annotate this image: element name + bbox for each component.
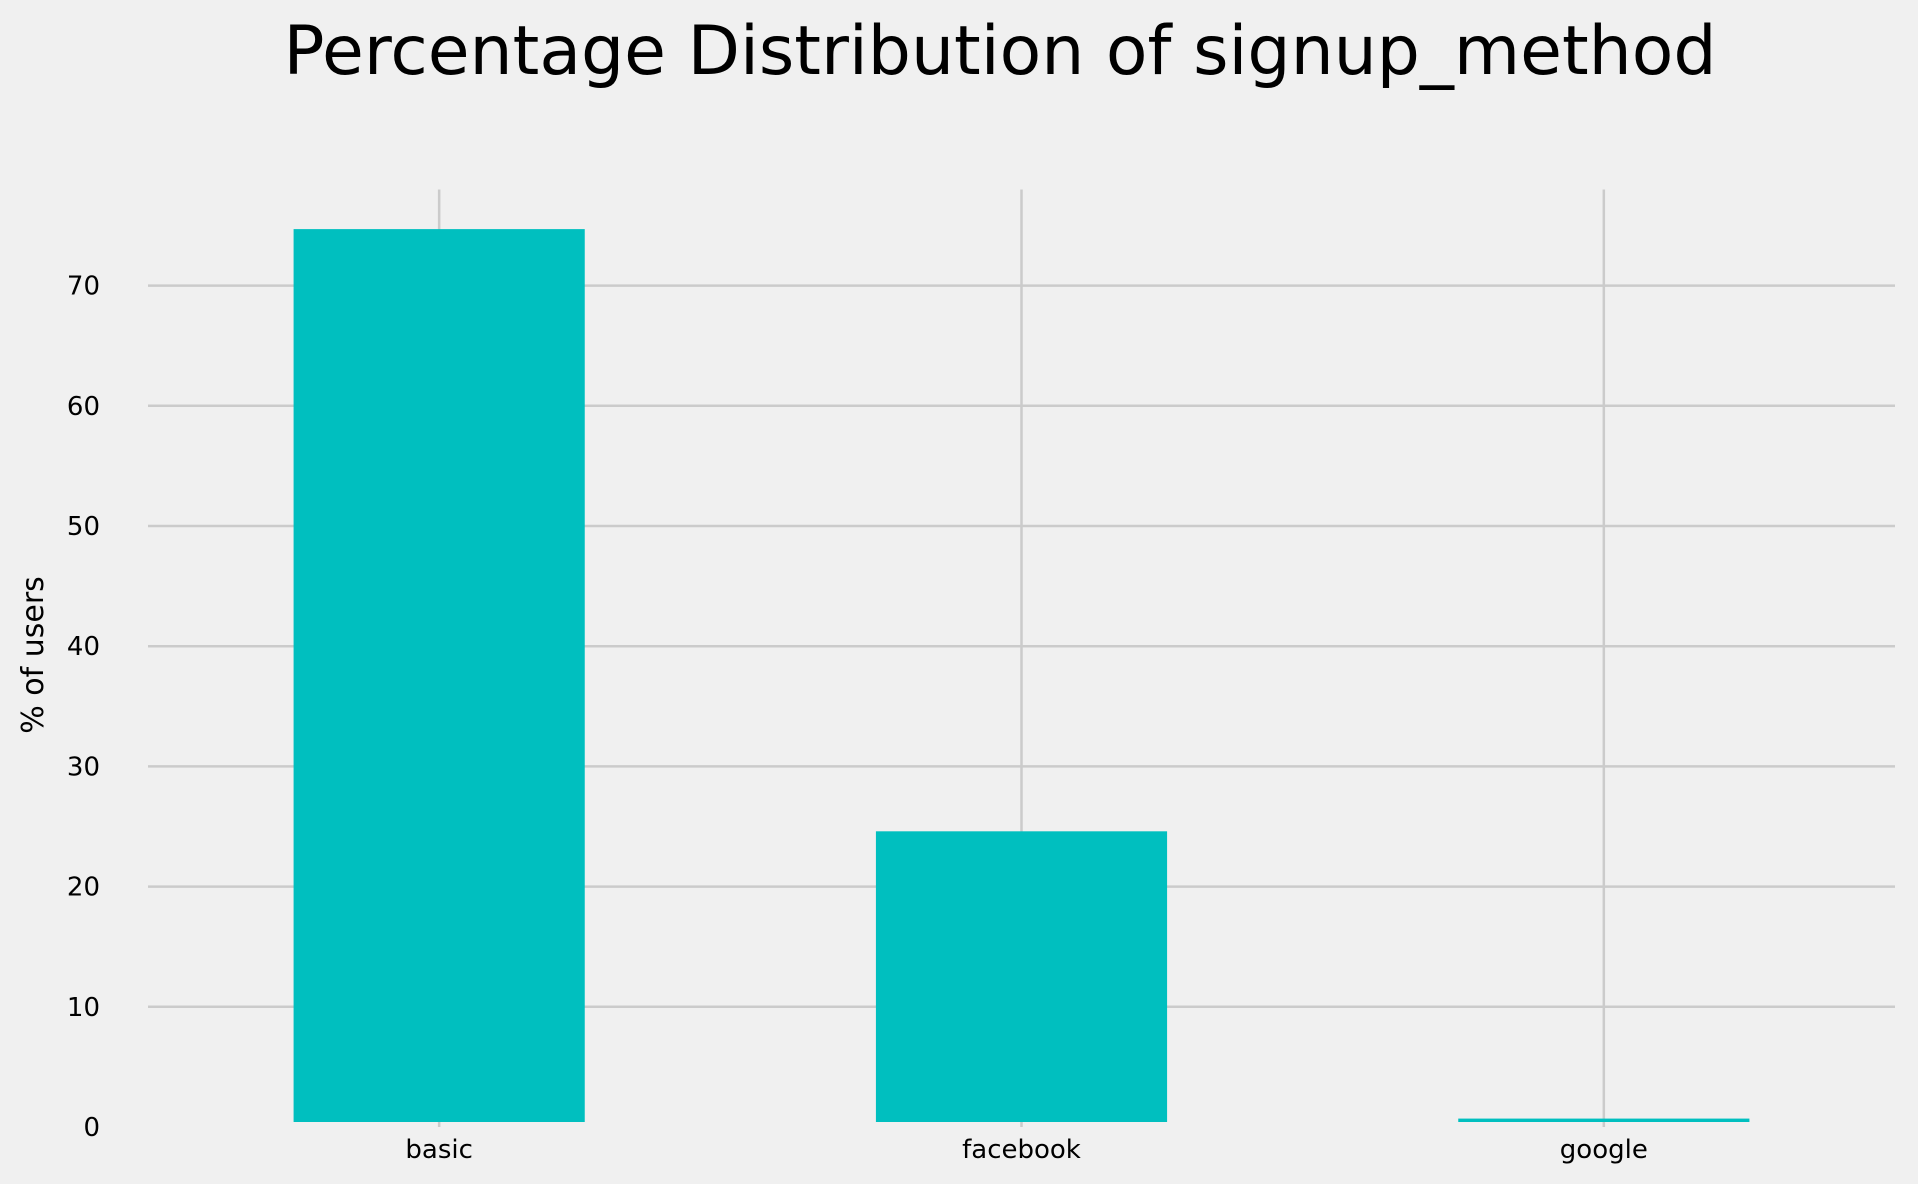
chart-title: Percentage Distribution of signup_method bbox=[283, 12, 1716, 91]
y-tick-label: 0 bbox=[83, 1113, 100, 1143]
bar-facebook bbox=[875, 831, 1168, 1122]
y-tick-label: 60 bbox=[67, 392, 100, 422]
x-tick-labels: basic facebook google bbox=[405, 1135, 1647, 1165]
y-tick-label: 70 bbox=[67, 272, 100, 302]
y-axis-label: % of users bbox=[16, 576, 51, 734]
x-tick-label: basic bbox=[405, 1135, 473, 1165]
y-tick-label: 40 bbox=[67, 632, 100, 662]
bar-google bbox=[1458, 1118, 1750, 1122]
bars bbox=[293, 229, 1750, 1122]
bar-basic bbox=[293, 229, 585, 1122]
y-tick-label: 50 bbox=[67, 512, 100, 542]
x-tick-label: facebook bbox=[962, 1135, 1081, 1165]
y-tick-label: 20 bbox=[67, 873, 100, 903]
y-tick-labels: 0 10 20 30 40 50 60 70 bbox=[67, 272, 100, 1143]
x-tick-label: google bbox=[1560, 1135, 1648, 1165]
y-tick-label: 30 bbox=[67, 752, 100, 782]
y-tick-label: 10 bbox=[67, 993, 100, 1023]
